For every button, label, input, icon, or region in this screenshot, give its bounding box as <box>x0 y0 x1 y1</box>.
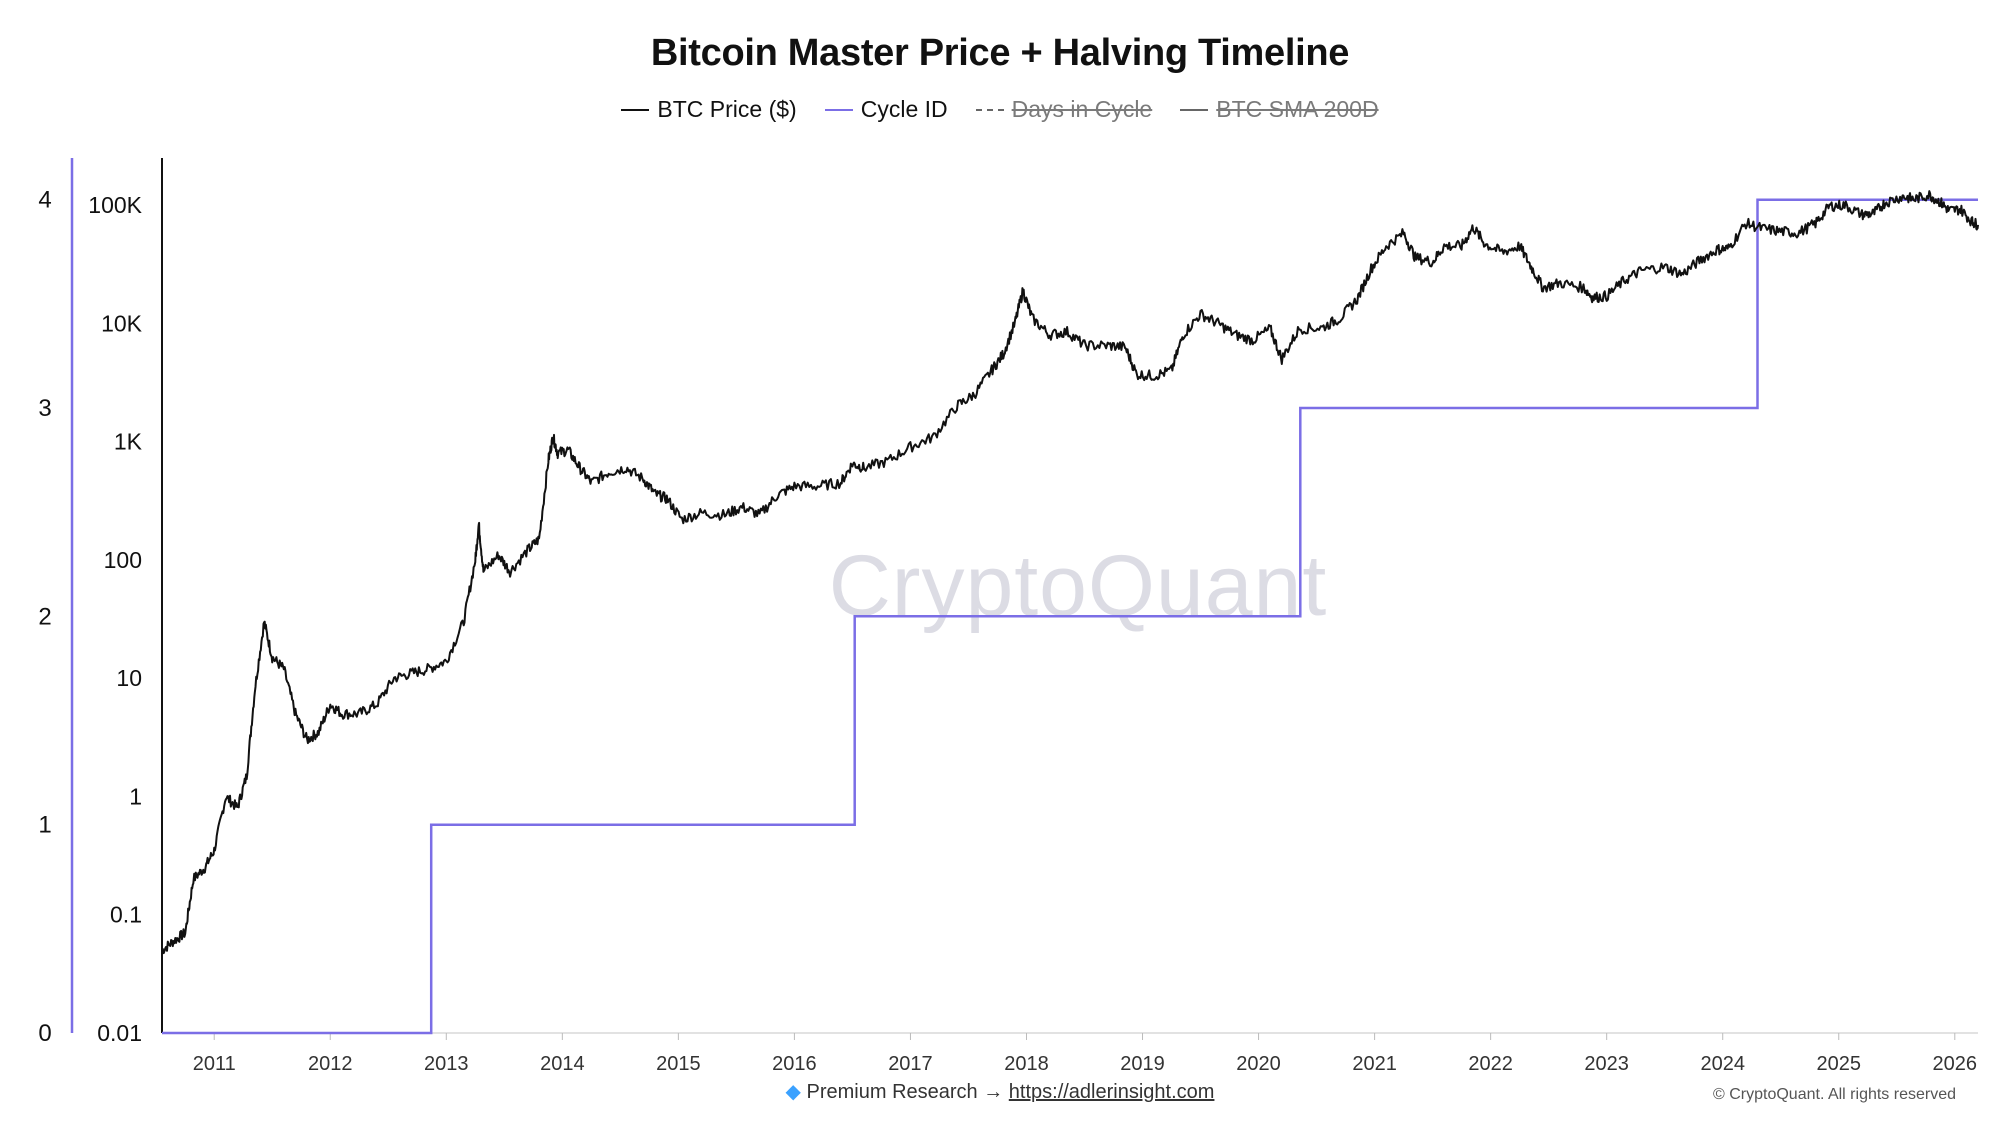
legend-item-2[interactable]: Days in Cycle <box>975 96 1153 123</box>
legend-swatch <box>824 108 853 111</box>
legend-swatch <box>621 108 650 111</box>
x-tick-label: 2013 <box>424 1053 469 1075</box>
x-tick-label: 2014 <box>540 1053 585 1075</box>
legend-label: BTC SMA 200D <box>1216 96 1379 122</box>
gem-icon: ◆ <box>785 1081 801 1103</box>
footer: ◆ Premium Research → https://adlerinsigh… <box>0 1079 2000 1104</box>
price-tick-label: 10 <box>116 665 142 691</box>
x-tick-label: 2024 <box>1700 1053 1745 1075</box>
x-tick-label: 2022 <box>1468 1053 1513 1075</box>
x-tick-label: 2012 <box>308 1053 353 1075</box>
price-tick-label: 1 <box>129 783 142 809</box>
legend-label: Days in Cycle <box>1011 96 1153 122</box>
legend-swatch <box>975 108 1004 111</box>
x-tick-label: 2025 <box>1817 1053 1862 1075</box>
x-tick-label: 2017 <box>888 1053 933 1075</box>
x-tick-label: 2016 <box>772 1053 817 1075</box>
x-tick-label: 2011 <box>193 1053 236 1075</box>
legend-label: Cycle ID <box>860 96 948 122</box>
chart-title: Bitcoin Master Price + Halving Timeline <box>650 32 1350 74</box>
legend-item-3[interactable]: BTC SMA 200D <box>1180 96 1379 123</box>
cycle-id-line <box>162 198 1978 1035</box>
cycle-tick-label: 3 <box>38 395 51 422</box>
cycle-tick-label: 0 <box>38 1020 51 1047</box>
btc-price-line <box>161 190 1979 955</box>
price-tick-label: 1K <box>114 429 143 455</box>
x-tick-label: 2021 <box>1352 1053 1397 1075</box>
x-tick-label: 2019 <box>1120 1053 1165 1075</box>
price-tick-label: 0.01 <box>97 1020 142 1046</box>
cycle-tick-label: 4 <box>38 187 51 214</box>
cycle-tick-label: 1 <box>38 812 51 839</box>
price-tick-label: 100 <box>104 547 142 573</box>
x-tick-label: 2020 <box>1236 1053 1281 1075</box>
legend-swatch <box>1180 108 1209 111</box>
x-tick-label: 2015 <box>656 1053 701 1075</box>
footer-text: Premium Research → <box>806 1081 1004 1103</box>
legend-label: BTC Price ($) <box>657 96 797 122</box>
footer-link[interactable]: https://adlerinsight.com <box>1008 1081 1215 1103</box>
price-tick-label: 100K <box>88 192 142 218</box>
x-tick-label: 2023 <box>1584 1053 1629 1075</box>
cycle-tick-label: 2 <box>38 603 51 630</box>
price-tick-label: 0.1 <box>110 902 142 928</box>
legend-item-1[interactable]: Cycle ID <box>824 96 948 123</box>
copyright: © CryptoQuant. All rights reserved <box>1713 1086 1956 1103</box>
x-tick-label: 2026 <box>1933 1053 1978 1075</box>
watermark: CryptoQuant <box>829 538 1328 634</box>
legend: BTC Price ($) Cycle ID Days in Cycle BTC SM… <box>0 96 2000 123</box>
legend-item-0[interactable]: BTC Price ($) <box>621 96 797 123</box>
price-tick-label: 10K <box>101 310 143 336</box>
x-tick-label: 2018 <box>1004 1053 1049 1075</box>
